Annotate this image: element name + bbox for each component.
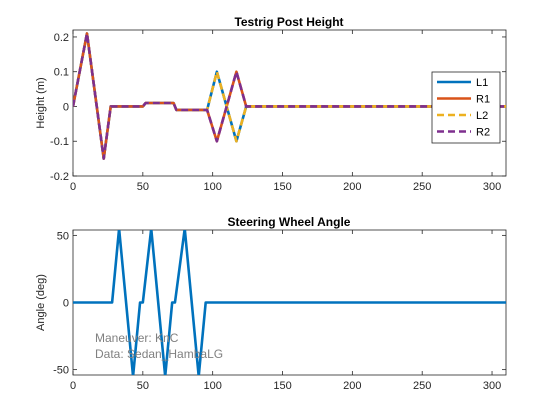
legend-label-l1: L1 xyxy=(476,77,488,89)
steering-x-tick-label: 150 xyxy=(273,380,291,392)
steering-y-tick-label: 0 xyxy=(63,298,69,310)
steering-x-tick-label: 0 xyxy=(70,380,76,392)
annotation-data: Data: Sedan_HambaLG xyxy=(95,347,223,361)
steering-series-group xyxy=(73,230,506,375)
steering-x-tick-label: 300 xyxy=(483,380,501,392)
height-y-tick-label: 0.1 xyxy=(54,67,69,79)
steering-series-line-line xyxy=(73,230,506,375)
height-x-tick-label: 250 xyxy=(413,181,431,193)
height-y-tick-label: -0.2 xyxy=(50,171,69,183)
legend-label-l2: L2 xyxy=(476,110,488,122)
height-x-tick-label: 0 xyxy=(70,181,76,193)
steering-x-tick-label: 200 xyxy=(343,380,361,392)
legend-label-r1: R1 xyxy=(476,94,490,106)
steering-axes: Steering Wheel Angle Angle (deg) 0 50 100 1… xyxy=(35,215,507,392)
height-x-tick-label: 50 xyxy=(137,181,149,193)
height-x-tick-label: 300 xyxy=(483,181,501,193)
height-series-group xyxy=(73,32,506,160)
height-x-tick-label: 200 xyxy=(343,181,361,193)
height-y-tick-label: 0 xyxy=(63,101,69,113)
height-y-tick-label: -0.1 xyxy=(50,136,69,148)
steering-x-tick-label: 50 xyxy=(137,380,149,392)
height-y-tick-label: 0.2 xyxy=(54,32,69,44)
height-y-axis-label: Height (m) xyxy=(35,77,47,128)
annotation-maneuver: Maneuver: KnC xyxy=(95,331,179,345)
height-chart-title: Testrig Post Height xyxy=(234,15,343,29)
steering-chart-title: Steering Wheel Angle xyxy=(228,215,351,229)
height-legend: L1 R1 L2 R2 xyxy=(431,71,501,144)
steering-y-axis-label: Angle (deg) xyxy=(35,274,47,331)
steering-x-tick-label: 250 xyxy=(413,380,431,392)
height-series-r2-line xyxy=(73,32,506,160)
height-x-tick-label: 100 xyxy=(203,181,221,193)
steering-y-tick-label: 50 xyxy=(57,230,69,242)
steering-y-tick-label: -50 xyxy=(53,365,69,377)
steering-x-tick-label: 100 xyxy=(203,380,221,392)
height-x-tick-label: 150 xyxy=(273,181,291,193)
height-axes: Testrig Post Height Height (m) 0 50 100 150… xyxy=(35,15,507,193)
legend-label-r2: R2 xyxy=(476,127,490,139)
